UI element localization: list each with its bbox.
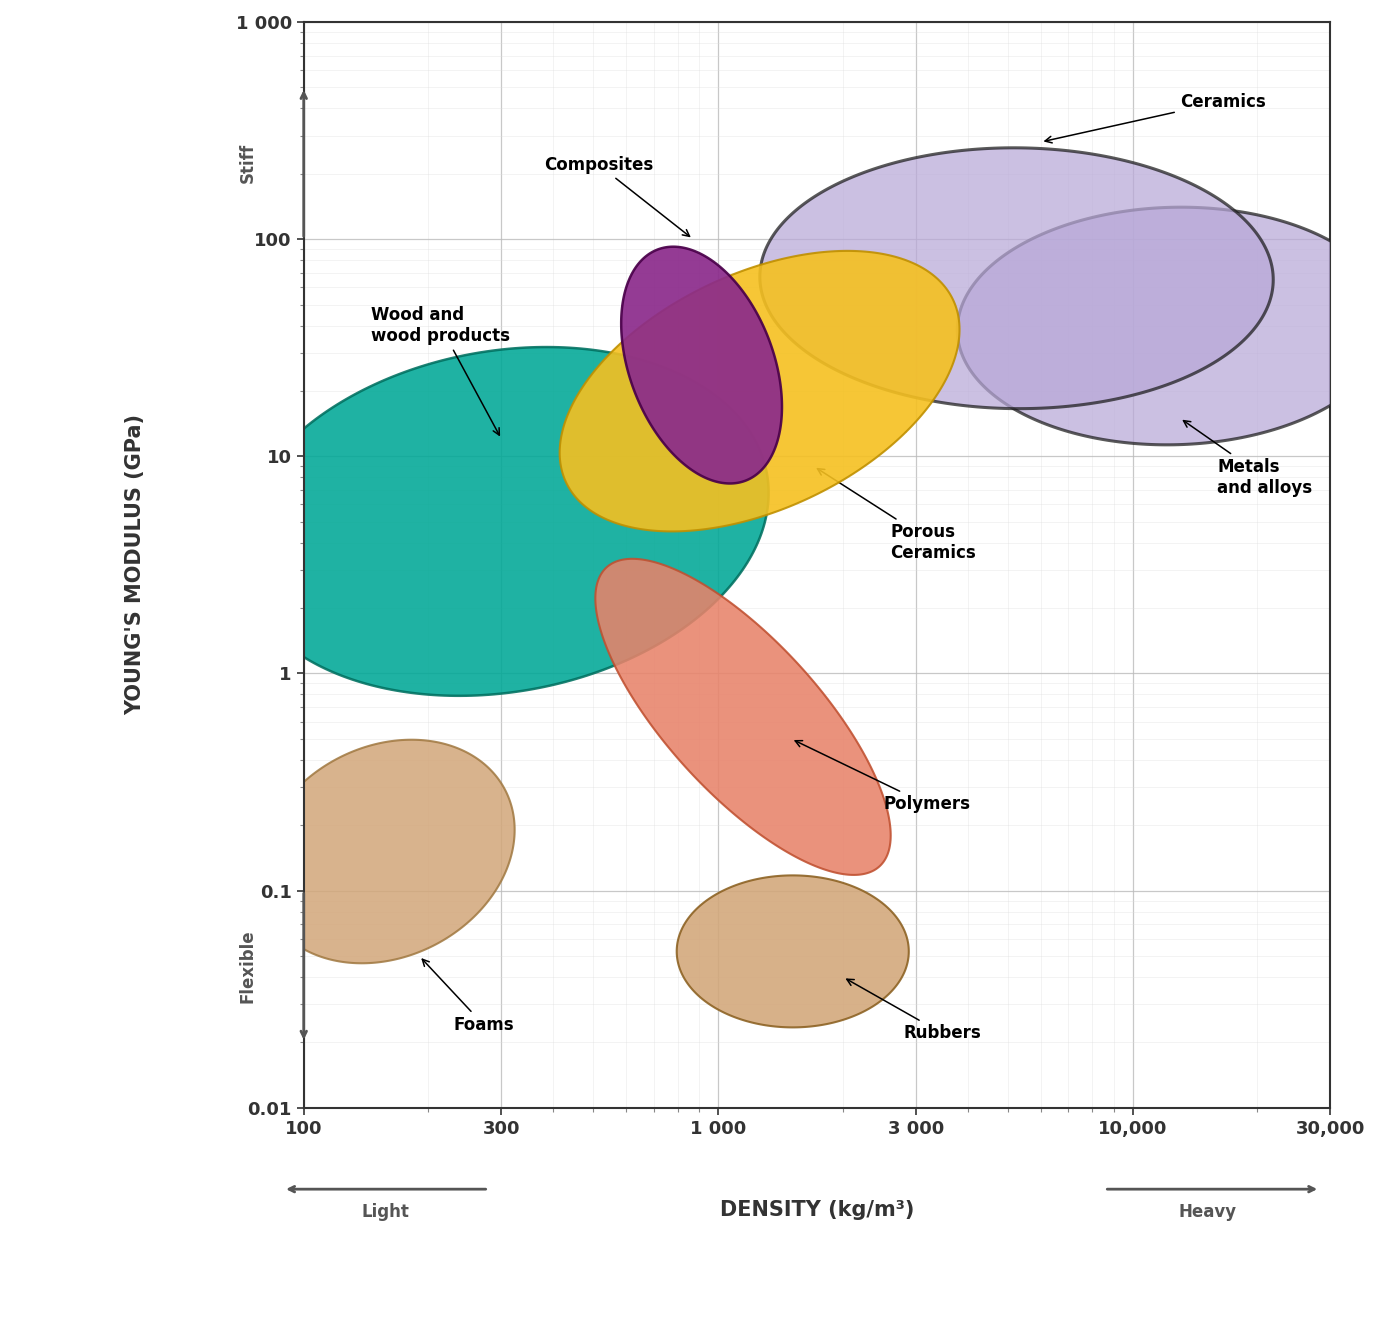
Text: Composites: Composites xyxy=(544,155,690,236)
Text: Flexible: Flexible xyxy=(239,930,257,1004)
Text: Stiff: Stiff xyxy=(239,143,257,183)
Polygon shape xyxy=(560,251,959,531)
Text: Wood and
wood products: Wood and wood products xyxy=(371,307,509,436)
Text: Porous
Ceramics: Porous Ceramics xyxy=(817,469,976,562)
Text: Light: Light xyxy=(362,1203,410,1222)
Polygon shape xyxy=(621,247,782,483)
Text: Foams: Foams xyxy=(422,959,515,1035)
Polygon shape xyxy=(595,559,890,875)
Y-axis label: YOUNG'S MODULUS (GPa): YOUNG'S MODULUS (GPa) xyxy=(126,414,145,716)
Polygon shape xyxy=(958,207,1380,445)
Text: Metals
and alloys: Metals and alloys xyxy=(1184,421,1312,497)
Text: Heavy: Heavy xyxy=(1179,1203,1236,1222)
X-axis label: DENSITY (kg/m³): DENSITY (kg/m³) xyxy=(720,1201,914,1220)
Text: Ceramics: Ceramics xyxy=(1045,93,1265,143)
Polygon shape xyxy=(237,347,769,696)
Polygon shape xyxy=(760,147,1274,409)
Text: Rubbers: Rubbers xyxy=(847,979,981,1042)
Polygon shape xyxy=(676,875,909,1028)
Polygon shape xyxy=(258,740,515,963)
Text: Polymers: Polymers xyxy=(795,741,970,813)
